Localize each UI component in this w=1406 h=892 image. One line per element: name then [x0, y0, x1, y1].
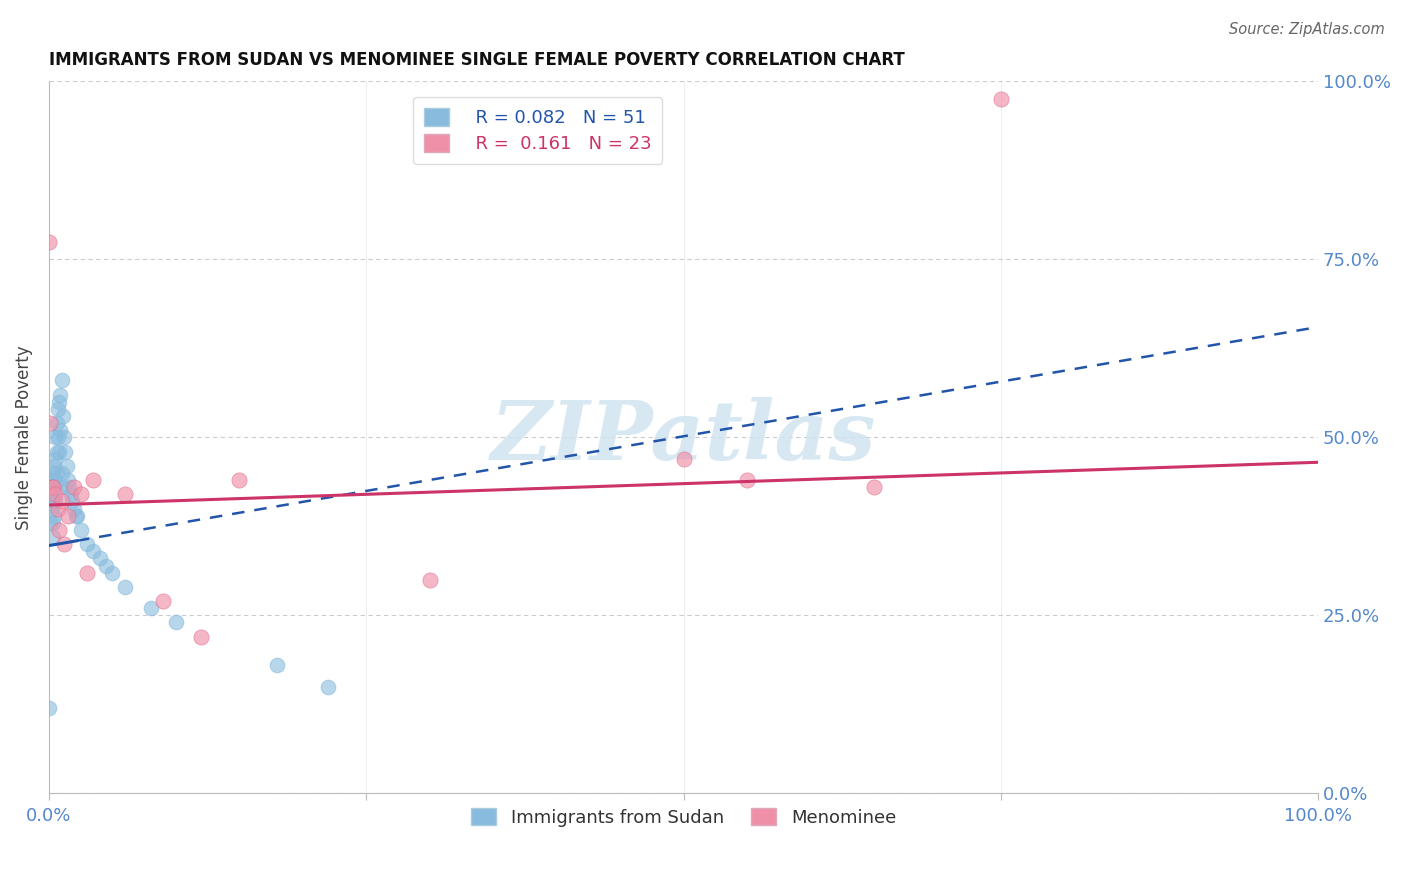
Point — [114, 487, 136, 501]
Point — [51, 480, 73, 494]
Y-axis label: Single Female Poverty: Single Female Poverty — [15, 345, 32, 530]
Point — [44, 473, 66, 487]
Point — [63, 501, 86, 516]
Point — [51, 466, 73, 480]
Point — [48, 394, 70, 409]
Point — [101, 566, 124, 580]
Point — [46, 430, 69, 444]
Point — [56, 473, 79, 487]
Point — [82, 473, 104, 487]
Point — [39, 516, 62, 530]
Point — [114, 580, 136, 594]
Point — [735, 473, 758, 487]
Point — [44, 494, 66, 508]
Text: Source: ZipAtlas.com: Source: ZipAtlas.com — [1229, 22, 1385, 37]
Point — [39, 416, 62, 430]
Point — [990, 92, 1012, 106]
Point — [55, 458, 77, 473]
Point — [45, 466, 67, 480]
Point — [49, 423, 72, 437]
Point — [165, 615, 187, 630]
Point — [45, 444, 67, 458]
Point — [228, 473, 250, 487]
Point — [60, 494, 83, 508]
Point — [59, 487, 82, 501]
Point — [51, 494, 73, 508]
Point — [266, 658, 288, 673]
Point — [41, 473, 63, 487]
Point — [419, 573, 441, 587]
Point — [42, 494, 65, 508]
Point — [41, 480, 63, 494]
Point — [316, 680, 339, 694]
Point — [63, 480, 86, 494]
Point — [44, 487, 66, 501]
Point — [65, 508, 87, 523]
Point — [152, 594, 174, 608]
Point — [66, 508, 89, 523]
Text: ZIPatlas: ZIPatlas — [491, 397, 876, 477]
Point — [56, 508, 79, 523]
Point — [38, 701, 60, 715]
Point — [44, 451, 66, 466]
Point — [672, 451, 695, 466]
Point — [38, 235, 60, 249]
Point — [46, 401, 69, 416]
Point — [51, 373, 73, 387]
Point — [53, 430, 76, 444]
Point — [39, 487, 62, 501]
Point — [52, 409, 75, 423]
Point — [42, 466, 65, 480]
Point — [863, 480, 886, 494]
Legend: Immigrants from Sudan, Menominee: Immigrants from Sudan, Menominee — [464, 801, 903, 834]
Point — [69, 523, 91, 537]
Point — [42, 516, 65, 530]
Point — [76, 566, 98, 580]
Point — [58, 480, 80, 494]
Point — [55, 444, 77, 458]
Point — [82, 544, 104, 558]
Point — [42, 458, 65, 473]
Point — [48, 444, 70, 458]
Point — [76, 537, 98, 551]
Point — [94, 558, 117, 573]
Point — [46, 501, 69, 516]
Point — [49, 387, 72, 401]
Point — [42, 508, 65, 523]
Point — [42, 480, 65, 494]
Point — [42, 480, 65, 494]
Point — [41, 480, 63, 494]
Point — [44, 430, 66, 444]
Point — [53, 537, 76, 551]
Point — [48, 523, 70, 537]
Point — [42, 530, 65, 544]
Point — [69, 487, 91, 501]
Point — [190, 630, 212, 644]
Point — [41, 501, 63, 516]
Point — [45, 416, 67, 430]
Text: IMMIGRANTS FROM SUDAN VS MENOMINEE SINGLE FEMALE POVERTY CORRELATION CHART: IMMIGRANTS FROM SUDAN VS MENOMINEE SINGL… — [49, 51, 904, 69]
Point — [139, 601, 162, 615]
Point — [89, 551, 111, 566]
